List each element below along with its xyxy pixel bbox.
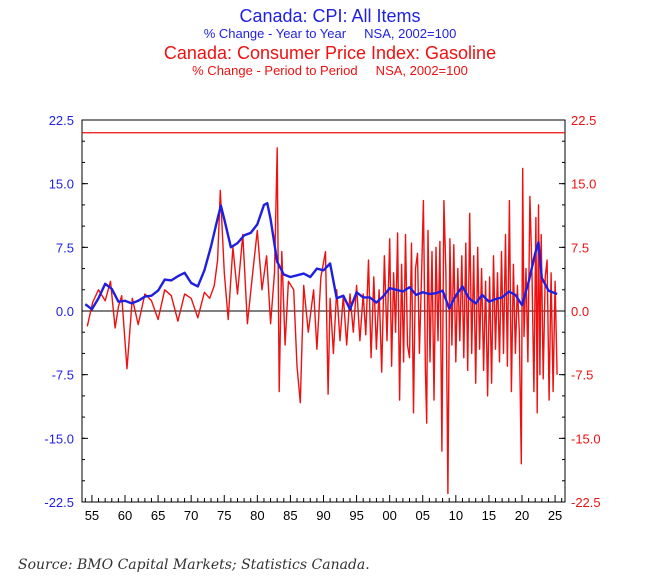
x-tick-label: 90 [316,508,330,523]
source-note: Source: BMO Capital Markets; Statistics … [18,557,370,573]
y-tick-label-left: 0.0 [56,304,74,319]
x-tick-label: 55 [85,508,99,523]
x-tick-label: 70 [184,508,198,523]
y-tick-label-right: -7.5 [571,368,593,383]
y-tick-label-left: -7.5 [52,368,74,383]
red-title: Canada: Consumer Price Index: Gasoline [163,43,497,63]
x-tick-label: 00 [382,508,396,523]
y-tick-label-left: -22.5 [44,495,74,510]
x-tick-label: 80 [250,508,264,523]
x-tick-label: 25 [548,508,562,523]
y-tick-label-left: -15.0 [44,431,74,446]
y-tick-label-right: 15.0 [571,177,596,192]
y-tick-label-left: 15.0 [49,177,74,192]
red-subtitle: % Change - Period to Period NSA, 2002=10… [192,63,468,78]
y-tick-label-right: -22.5 [571,495,601,510]
x-tick-label: 05 [416,508,430,523]
y-tick-label-right: 22.5 [571,113,596,128]
y-tick-label-right: 0.0 [571,304,589,319]
x-tick-label: 65 [151,508,165,523]
x-tick-label: 95 [349,508,363,523]
cpi-series-line [84,201,558,311]
gasoline-series-line [86,147,558,495]
y-tick-label-left: 7.5 [56,240,74,255]
x-tick-label: 10 [449,508,463,523]
x-tick-label: 60 [118,508,132,523]
blue-subtitle: % Change - Year to Year NSA, 2002=100 [203,26,457,41]
y-tick-label-right: -15.0 [571,431,601,446]
x-tick-label: 20 [515,508,529,523]
chart-titles: Canada: CPI: All Items % Change - Year t… [0,6,660,78]
x-tick-label: 15 [482,508,496,523]
cpi-gasoline-chart: 22.5 22.5 15.0 15.0 7.5 7.5 0.0 0.0 -7.5 -7.5 -15.… [44,113,601,523]
y-tick-label-left: 22.5 [49,113,74,128]
blue-title: Canada: CPI: All Items [239,6,421,26]
x-tick-label: 85 [283,508,297,523]
y-tick-label-right: 7.5 [571,240,589,255]
x-tick-label: 75 [217,508,231,523]
